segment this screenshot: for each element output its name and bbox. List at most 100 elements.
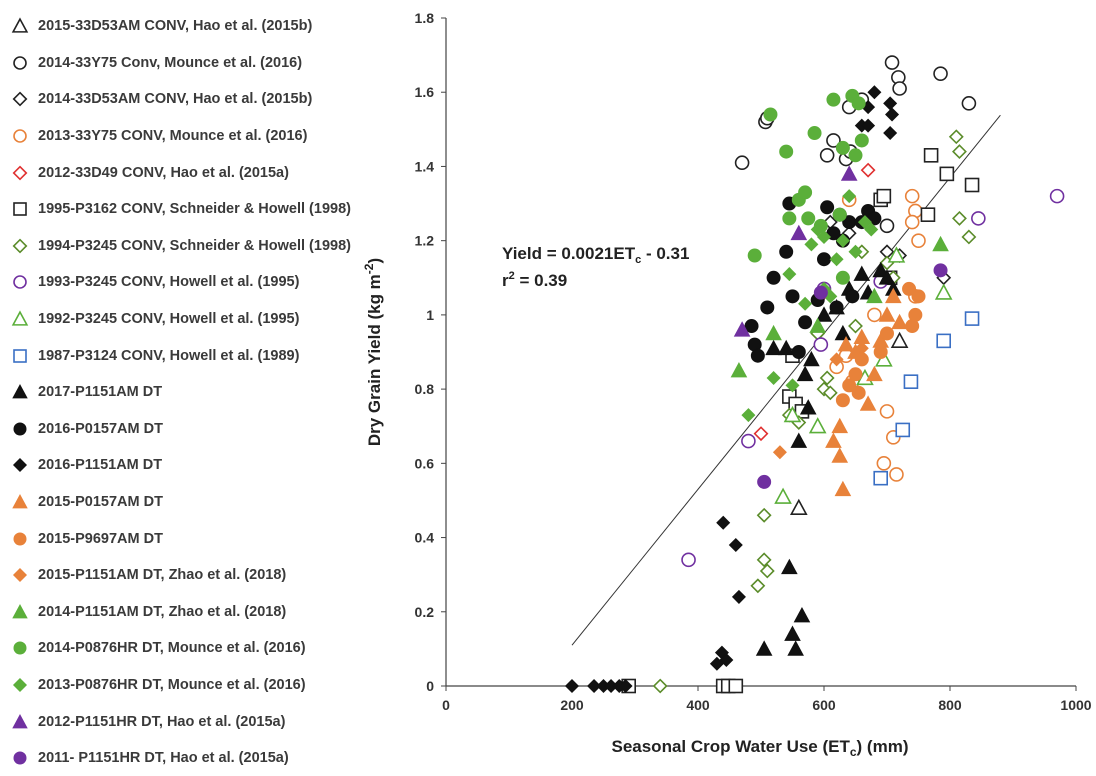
legend-marker — [13, 532, 27, 546]
data-point — [766, 370, 781, 385]
data-point — [861, 118, 876, 133]
legend-marker — [12, 458, 28, 473]
series-1 — [789, 331, 909, 516]
legend-marker-shape — [13, 56, 27, 70]
data-point — [895, 422, 911, 438]
data-point — [904, 188, 920, 204]
data-point — [848, 367, 863, 382]
legend-label: 2013-33Y75 CONV, Mounce et al. (2016) — [38, 128, 308, 145]
data-point — [876, 188, 892, 204]
legend-item: 2013-33Y75 CONV, Mounce et al. (2016) — [0, 118, 410, 155]
data-point — [810, 222, 825, 237]
legend-marker-shape — [12, 165, 28, 181]
data-point — [835, 140, 850, 155]
series-20 — [733, 165, 858, 337]
data-point — [890, 331, 909, 349]
legend: 2015-33D53AM CONV, Hao et al. (2015b) 201… — [0, 8, 410, 776]
data-point — [911, 289, 926, 304]
data-point — [681, 552, 696, 568]
data-point — [835, 393, 850, 408]
data-point — [804, 237, 819, 252]
x-axis-title: Seasonal Crop Water Use (ETc) (mm) — [611, 737, 908, 759]
x-tick-label: 800 — [938, 697, 962, 713]
data-point — [885, 107, 900, 122]
data-point — [733, 321, 751, 337]
legend-marker — [12, 494, 28, 509]
legend-label: 2016-P1151AM DT — [38, 457, 163, 474]
legend-marker-shape — [12, 568, 28, 583]
data-point — [857, 215, 872, 230]
legend-item: 1993-P3245 CONV, Howell et al. (1995) — [0, 264, 410, 301]
data-point — [587, 678, 602, 694]
x-tick-label: 1000 — [1060, 697, 1091, 713]
legend-marker — [12, 677, 28, 692]
legend-label: 2017-P1151AM DT — [38, 384, 163, 401]
legend-item: 2011- P1151HR DT, Hao et al. (2015a) — [0, 740, 410, 776]
data-point — [817, 252, 831, 267]
legend-item: 2014-P0876HR DT, Mounce et al. (2016) — [0, 630, 410, 667]
legend-label: 2014-P0876HR DT, Mounce et al. (2016) — [38, 640, 306, 657]
legend-marker-shape — [13, 422, 27, 436]
data-point — [831, 447, 849, 463]
data-point — [837, 336, 855, 352]
legend-label: 1992-P3245 CONV, Howell et al. (1995) — [38, 311, 300, 328]
legend-marker-shape — [13, 202, 27, 217]
data-point — [878, 269, 896, 285]
legend-label: 2015-33D53AM CONV, Hao et al. (2015b) — [38, 18, 313, 35]
data-point — [753, 426, 769, 442]
data-point — [791, 345, 806, 359]
legend-marker-shape — [13, 641, 27, 655]
legend-item: 1992-P3245 CONV, Howell et al. (1995) — [0, 301, 410, 338]
legend-label: 2014-P1151AM DT, Zhao et al. (2018) — [38, 603, 287, 620]
legend-item: 1994-P3245 CONV, Schneider & Howell (199… — [0, 228, 410, 265]
data-point — [939, 166, 955, 182]
data-point — [652, 678, 668, 694]
legend-marker-shape — [13, 348, 27, 363]
legend-marker — [13, 641, 27, 655]
data-point — [728, 678, 744, 694]
data-point — [766, 270, 781, 285]
legend-marker-shape — [12, 92, 28, 107]
data-point — [933, 66, 948, 81]
data-point — [904, 214, 920, 230]
legend-label: 2014-33Y75 Conv, Mounce et al. (2016) — [38, 54, 303, 71]
legend-label: 2015-P0157AM DT — [38, 494, 163, 511]
y-tick-label: 0.4 — [415, 530, 435, 546]
data-point — [829, 300, 844, 315]
legend-marker-shape — [12, 458, 28, 473]
data-point — [889, 467, 904, 482]
legend-label: 2014-33D53AM CONV, Hao et al. (2015b) — [38, 91, 313, 108]
legend-label: 2016-P0157AM DT — [38, 420, 163, 437]
legend-marker — [13, 275, 27, 290]
data-point — [826, 92, 841, 107]
series-10 — [873, 311, 980, 486]
legend-marker-shape — [13, 532, 27, 546]
data-point — [848, 244, 863, 259]
data-point — [860, 162, 876, 178]
data-point — [936, 333, 952, 349]
series-21 — [757, 263, 948, 489]
data-point — [763, 107, 778, 122]
series-18 — [747, 88, 869, 285]
data-point — [757, 474, 772, 489]
data-point — [716, 515, 731, 530]
data-point — [734, 155, 750, 171]
legend-item: 2014-33Y75 Conv, Mounce et al. (2016) — [0, 45, 410, 82]
legend-item: 2016-P0157AM DT — [0, 411, 410, 448]
data-point — [879, 218, 895, 234]
data-point — [879, 404, 895, 419]
legend-marker-shape — [12, 238, 28, 254]
data-point — [825, 432, 842, 448]
data-point — [803, 350, 820, 367]
legend-label: 1994-P3245 CONV, Schneider & Howell (199… — [38, 237, 351, 254]
data-point — [826, 133, 841, 148]
data-point — [887, 246, 906, 263]
y-tick-label: 1.4 — [415, 158, 435, 174]
data-point — [834, 324, 852, 341]
data-point — [961, 229, 977, 245]
data-point — [798, 185, 813, 200]
data-point — [892, 81, 907, 96]
data-point — [864, 222, 879, 237]
data-point — [902, 281, 917, 296]
data-point — [848, 318, 863, 334]
